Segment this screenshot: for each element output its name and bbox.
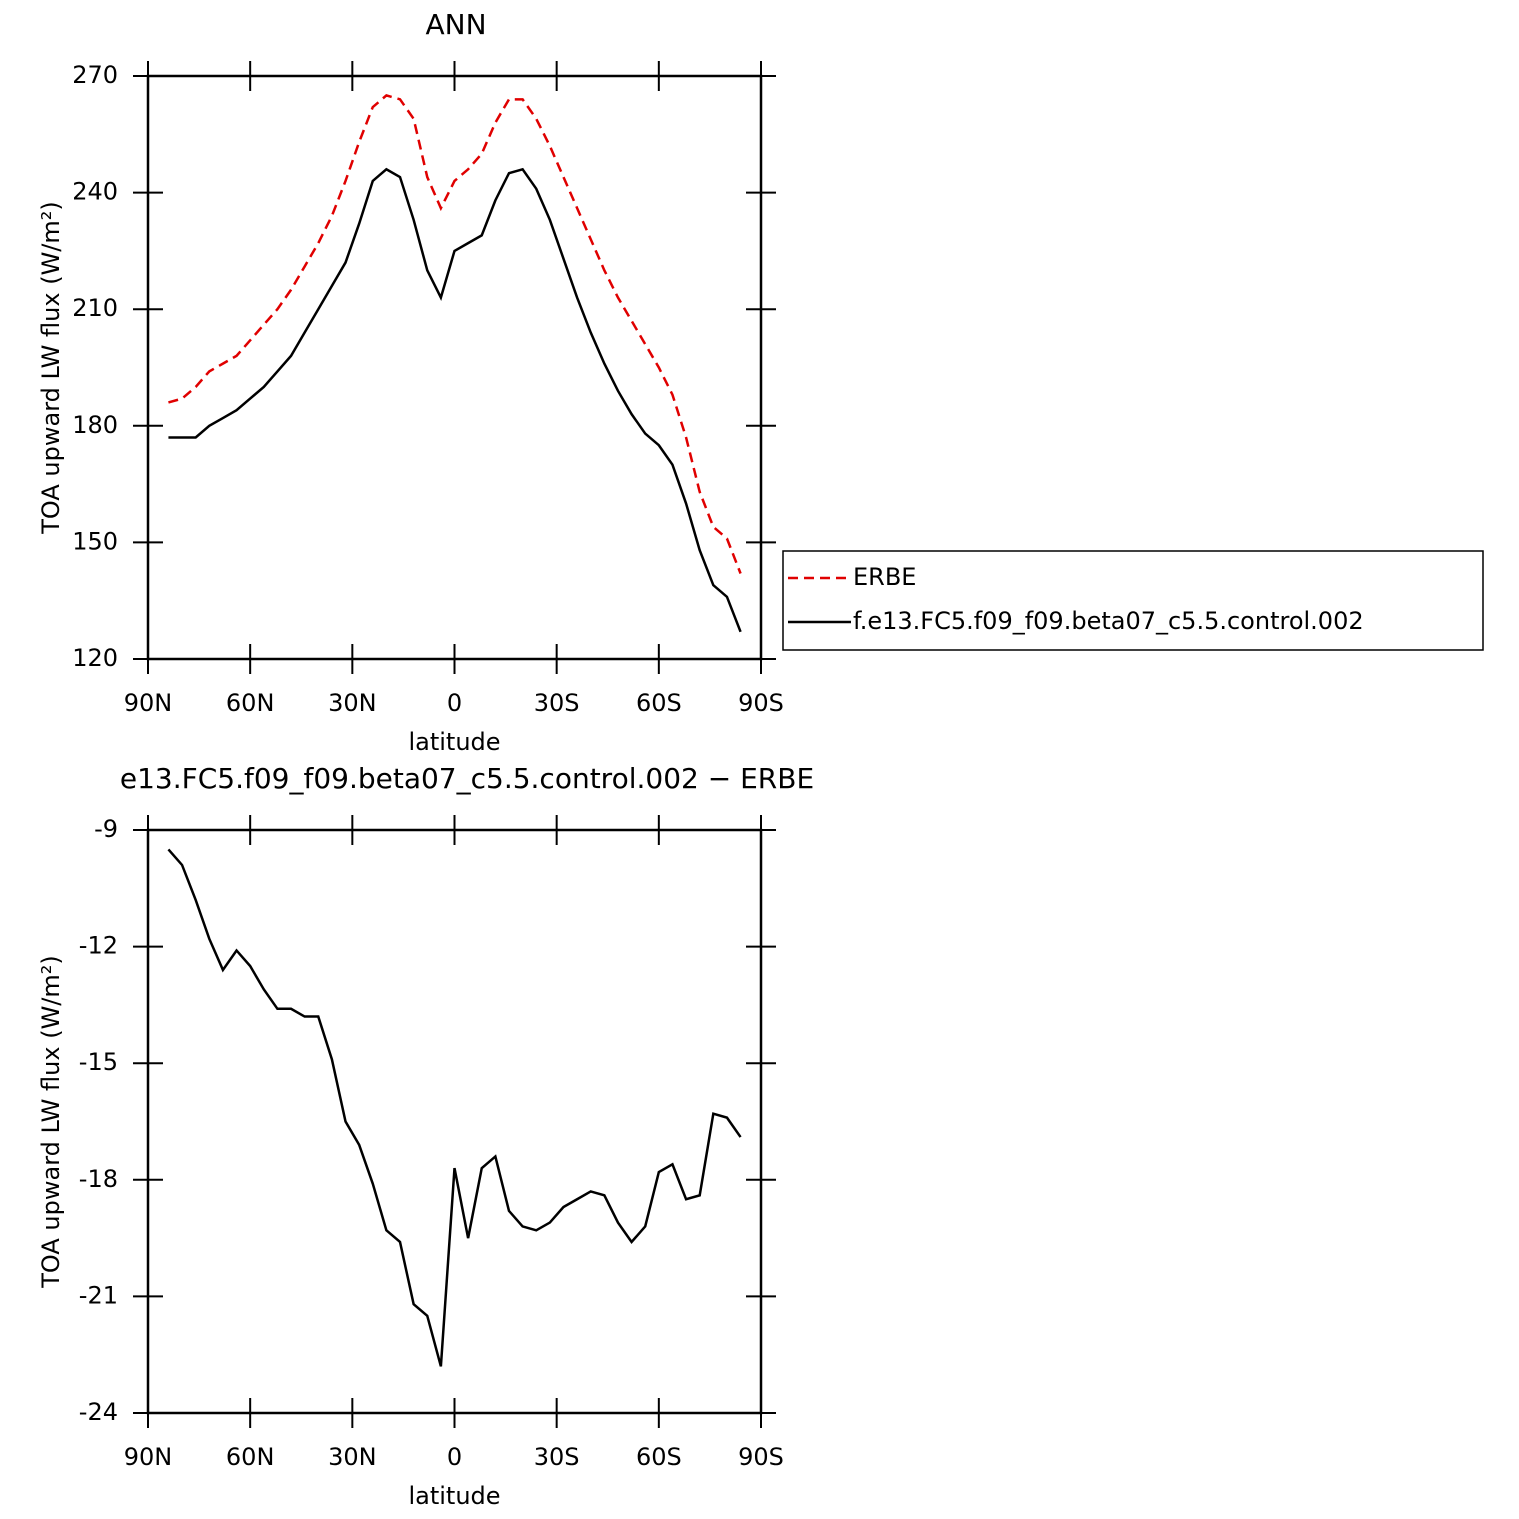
y-tick-label: -9: [94, 815, 118, 843]
y-tick-label: 180: [72, 411, 118, 439]
chart-title: ANN: [425, 8, 486, 41]
x-tick-label: 60S: [636, 689, 682, 717]
x-axis-label: latitude: [408, 728, 500, 756]
y-tick-label: 270: [72, 61, 118, 89]
x-tick-label: 0: [447, 1443, 462, 1471]
x-tick-label: 90S: [738, 1443, 784, 1471]
data-line: [168, 94, 742, 574]
x-tick-label: 30N: [328, 689, 377, 717]
y-tick-label: -21: [79, 1281, 118, 1309]
legend-label: f.e13.FC5.f09_f09.beta07_c5.5.control.00…: [853, 607, 1364, 635]
y-tick-label: -24: [79, 1398, 118, 1426]
data-line: [167, 848, 742, 1367]
legend-label: ERBE: [853, 563, 916, 591]
chart-title: e13.FC5.f09_f09.beta07_c5.5.control.002 …: [120, 762, 814, 795]
data-line: [168, 167, 742, 633]
y-tick-label: 210: [72, 294, 118, 322]
x-tick-label: 90N: [124, 689, 173, 717]
y-axis-label: TOA upward LW flux (W/m²): [37, 955, 65, 1289]
y-tick-label: -12: [79, 932, 118, 960]
plot-frame: [146, 74, 763, 661]
x-tick-label: 30S: [534, 689, 580, 717]
x-tick-label: 90N: [124, 1443, 173, 1471]
y-tick-label: 240: [72, 178, 118, 206]
y-tick-label: 150: [72, 527, 118, 555]
plot-frame: [146, 828, 763, 1415]
x-tick-label: 60S: [636, 1443, 682, 1471]
x-tick-label: 30S: [534, 1443, 580, 1471]
x-axis-label: latitude: [408, 1482, 500, 1510]
x-tick-label: 60N: [226, 689, 275, 717]
legend-box: [782, 550, 1484, 651]
y-axis-label: TOA upward LW flux (W/m²): [37, 201, 65, 535]
x-tick-label: 30N: [328, 1443, 377, 1471]
y-tick-label: -15: [79, 1048, 118, 1076]
x-tick-label: 90S: [738, 689, 784, 717]
x-tick-label: 0: [447, 689, 462, 717]
y-tick-label: 120: [72, 644, 118, 672]
x-tick-label: 60N: [226, 1443, 275, 1471]
y-tick-label: -18: [79, 1165, 118, 1193]
